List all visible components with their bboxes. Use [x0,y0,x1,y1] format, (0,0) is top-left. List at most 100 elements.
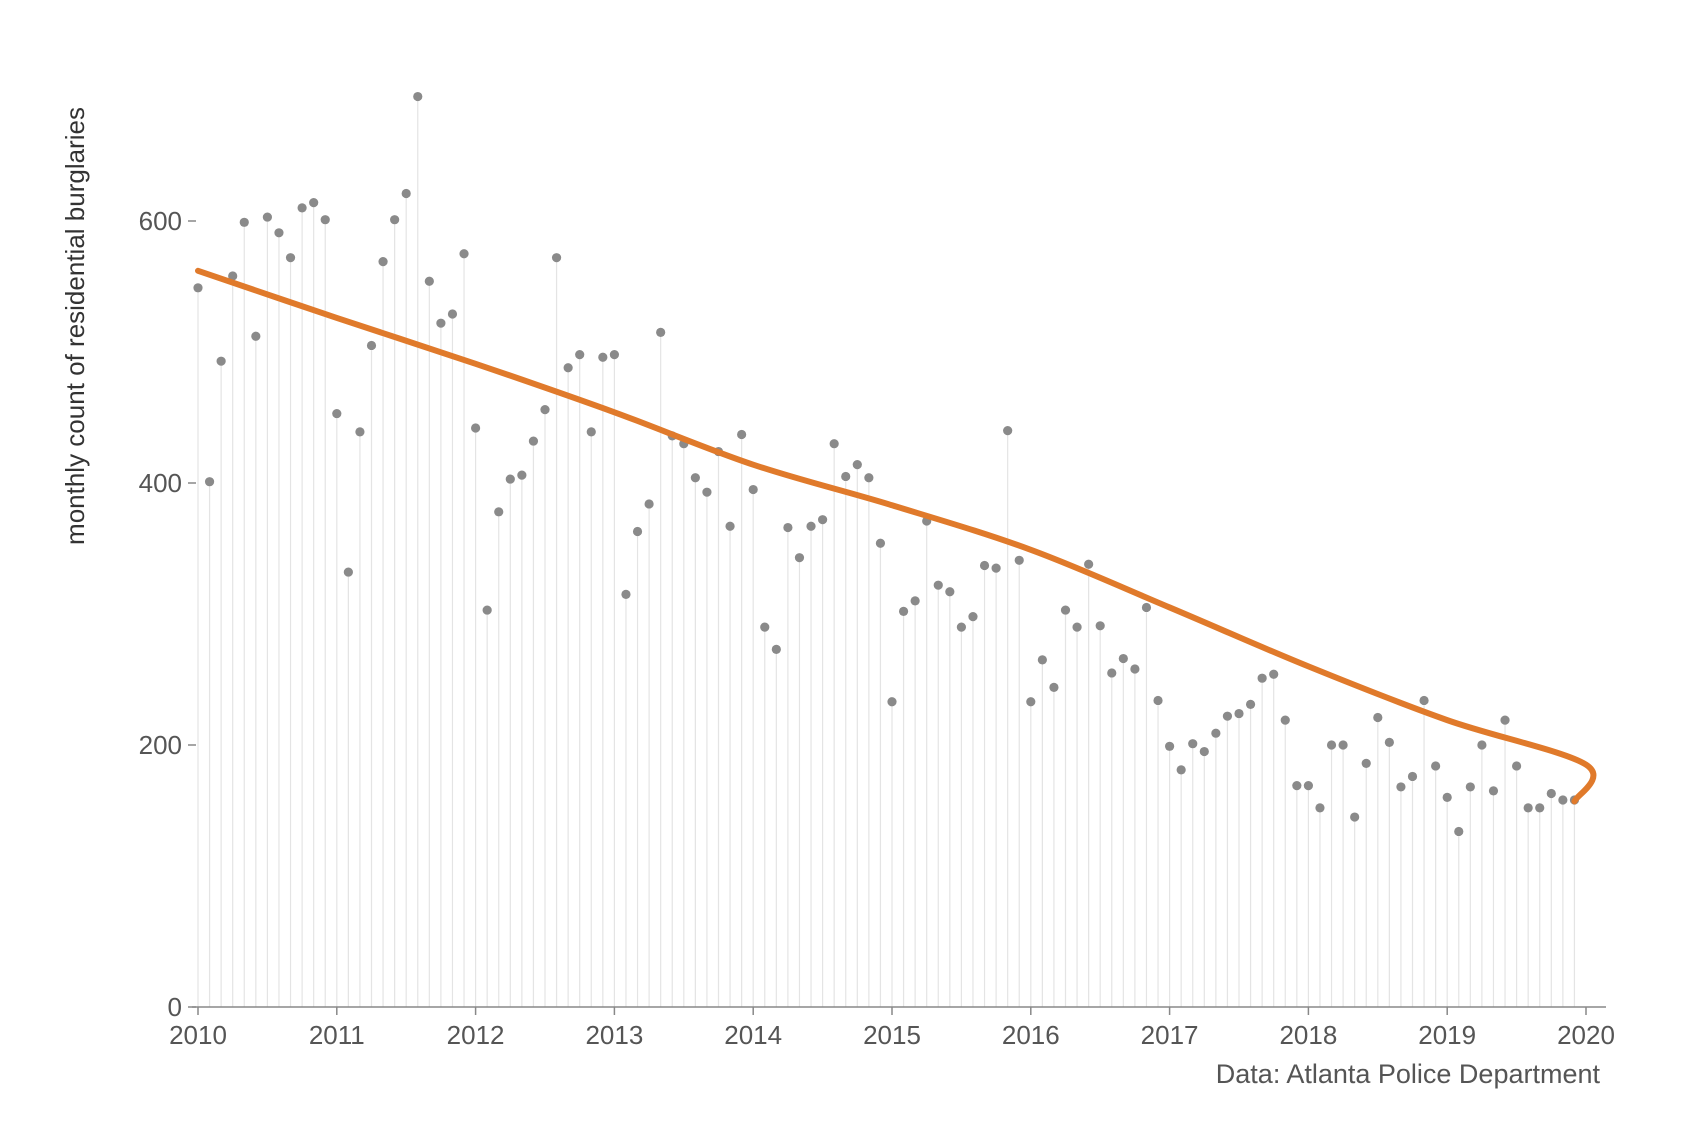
data-point [251,331,261,341]
data-point [482,605,492,615]
data-point [945,587,955,597]
data-point [1338,740,1348,750]
data-point [875,538,886,548]
data-point [1130,664,1140,674]
x-tick-label: 2015 [863,1020,921,1050]
y-tick-label: 600 [139,206,182,236]
data-point [898,606,909,616]
data-point [505,474,515,484]
data-point [1326,740,1337,750]
data-point [852,460,862,470]
data-point [632,526,643,537]
data-point [771,644,781,654]
data-point [1396,782,1406,792]
data-point [1546,788,1556,799]
data-point [1014,555,1024,565]
y-tick-label: 0 [168,992,182,1022]
data-point [702,487,712,497]
points-layer [193,91,1580,837]
data-point [1361,758,1371,768]
data-point [621,589,631,599]
data-point [401,188,411,199]
data-point [864,473,874,483]
data-point [1072,622,1082,632]
data-point [1407,771,1418,782]
data-point [1165,741,1175,751]
data-point [1095,621,1105,631]
data-point [1419,695,1429,706]
data-point [586,427,596,437]
data-point [1234,708,1244,719]
data-point [1488,786,1499,796]
x-tick-label: 2012 [447,1020,505,1050]
data-point [656,327,666,337]
data-point [1384,737,1394,747]
data-point [644,499,654,509]
data-point [1442,792,1452,803]
data-point [1303,781,1313,791]
data-point [378,257,388,267]
data-point [1512,761,1522,771]
y-tick-label: 400 [139,468,182,498]
data-point [1176,765,1186,775]
data-point [390,215,400,225]
data-point [806,521,816,531]
data-point [968,612,978,622]
data-point [575,350,585,360]
data-point [1280,715,1290,725]
data-point [1222,711,1233,721]
data-point [517,470,527,480]
data-point [956,622,967,632]
x-tick-label: 2019 [1418,1020,1476,1050]
data-point [1107,668,1117,678]
data-point [1477,740,1487,750]
data-point [436,318,446,328]
data-point [274,228,284,238]
data-point [1454,826,1464,837]
data-point [332,408,342,419]
data-point [818,515,828,525]
data-point [1199,746,1209,757]
data-point [1084,559,1094,569]
data-point [1373,712,1383,723]
stems-layer [197,96,1576,1007]
data-point [1465,782,1475,792]
y-axis-label: monthly count of residential burglaries [60,107,90,545]
data-point [887,697,897,707]
data-point [690,473,700,483]
data-point [494,507,504,517]
data-point [783,522,793,533]
data-point [239,217,249,227]
x-tick-label: 2010 [169,1020,227,1050]
data-point [355,427,365,437]
data-point [1211,728,1221,738]
data-point [471,423,481,433]
data-point [1049,682,1059,692]
data-point [551,253,562,263]
data-point [1026,697,1036,707]
data-point [528,436,539,446]
x-tick-label: 2016 [1002,1020,1060,1050]
source-note: Data: Atlanta Police Department [1216,1059,1601,1089]
data-point [609,350,620,360]
data-point [1037,655,1047,665]
data-point [216,356,226,366]
data-point [447,309,458,319]
data-point [459,249,469,259]
data-point [1188,739,1198,749]
data-point [1269,669,1279,679]
x-tick-label: 2011 [309,1020,365,1050]
data-point [979,560,990,571]
data-point [794,553,805,563]
x-tick-label: 2020 [1557,1020,1615,1050]
data-point [841,471,851,482]
data-point [829,439,839,449]
x-tick-label: 2017 [1141,1020,1199,1050]
data-point [309,198,319,208]
data-point [193,283,203,293]
data-point [1315,803,1325,813]
data-point [1350,812,1360,822]
data-point [748,484,758,495]
data-point [1141,602,1152,613]
